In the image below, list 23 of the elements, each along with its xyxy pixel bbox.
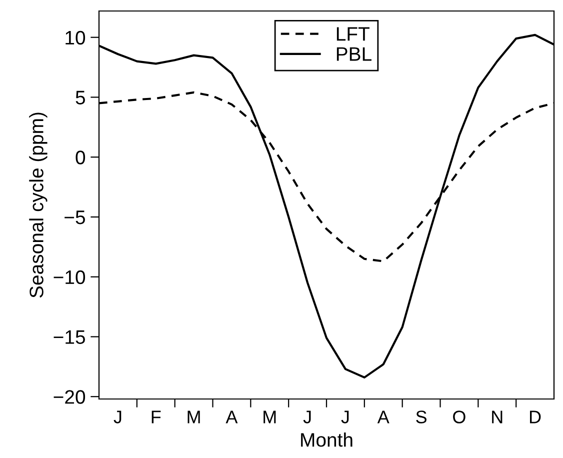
x-tick-label: N: [492, 410, 502, 424]
y-tick-label: −5: [64, 210, 85, 224]
x-tick-label: O: [453, 410, 466, 424]
legend-label: LFT: [336, 27, 370, 41]
x-tick-label: A: [377, 410, 390, 424]
x-tick-label: F: [152, 410, 161, 424]
x-tick-label: A: [226, 410, 238, 424]
y-axis-title: Seasonal cycle (ppm): [29, 112, 48, 298]
y-tick-label: 0: [76, 150, 86, 164]
x-tick-label: J: [341, 410, 349, 424]
y-tick-label: 5: [76, 90, 85, 104]
y-tick-label: 10: [66, 30, 86, 45]
x-tick-label: M: [188, 410, 200, 424]
x-tick-label: D: [530, 410, 541, 424]
y-tick-label: −10: [54, 270, 86, 284]
x-axis-title: Month: [301, 432, 352, 447]
y-tick-label: −15: [54, 330, 85, 344]
y-tick-label: −20: [54, 390, 86, 404]
x-tick-label: M: [264, 410, 276, 424]
x-tick-label: S: [416, 410, 426, 424]
legend-label: PBL: [336, 47, 372, 61]
x-tick-label: J: [114, 410, 122, 424]
x-tick-label: J: [303, 410, 311, 424]
